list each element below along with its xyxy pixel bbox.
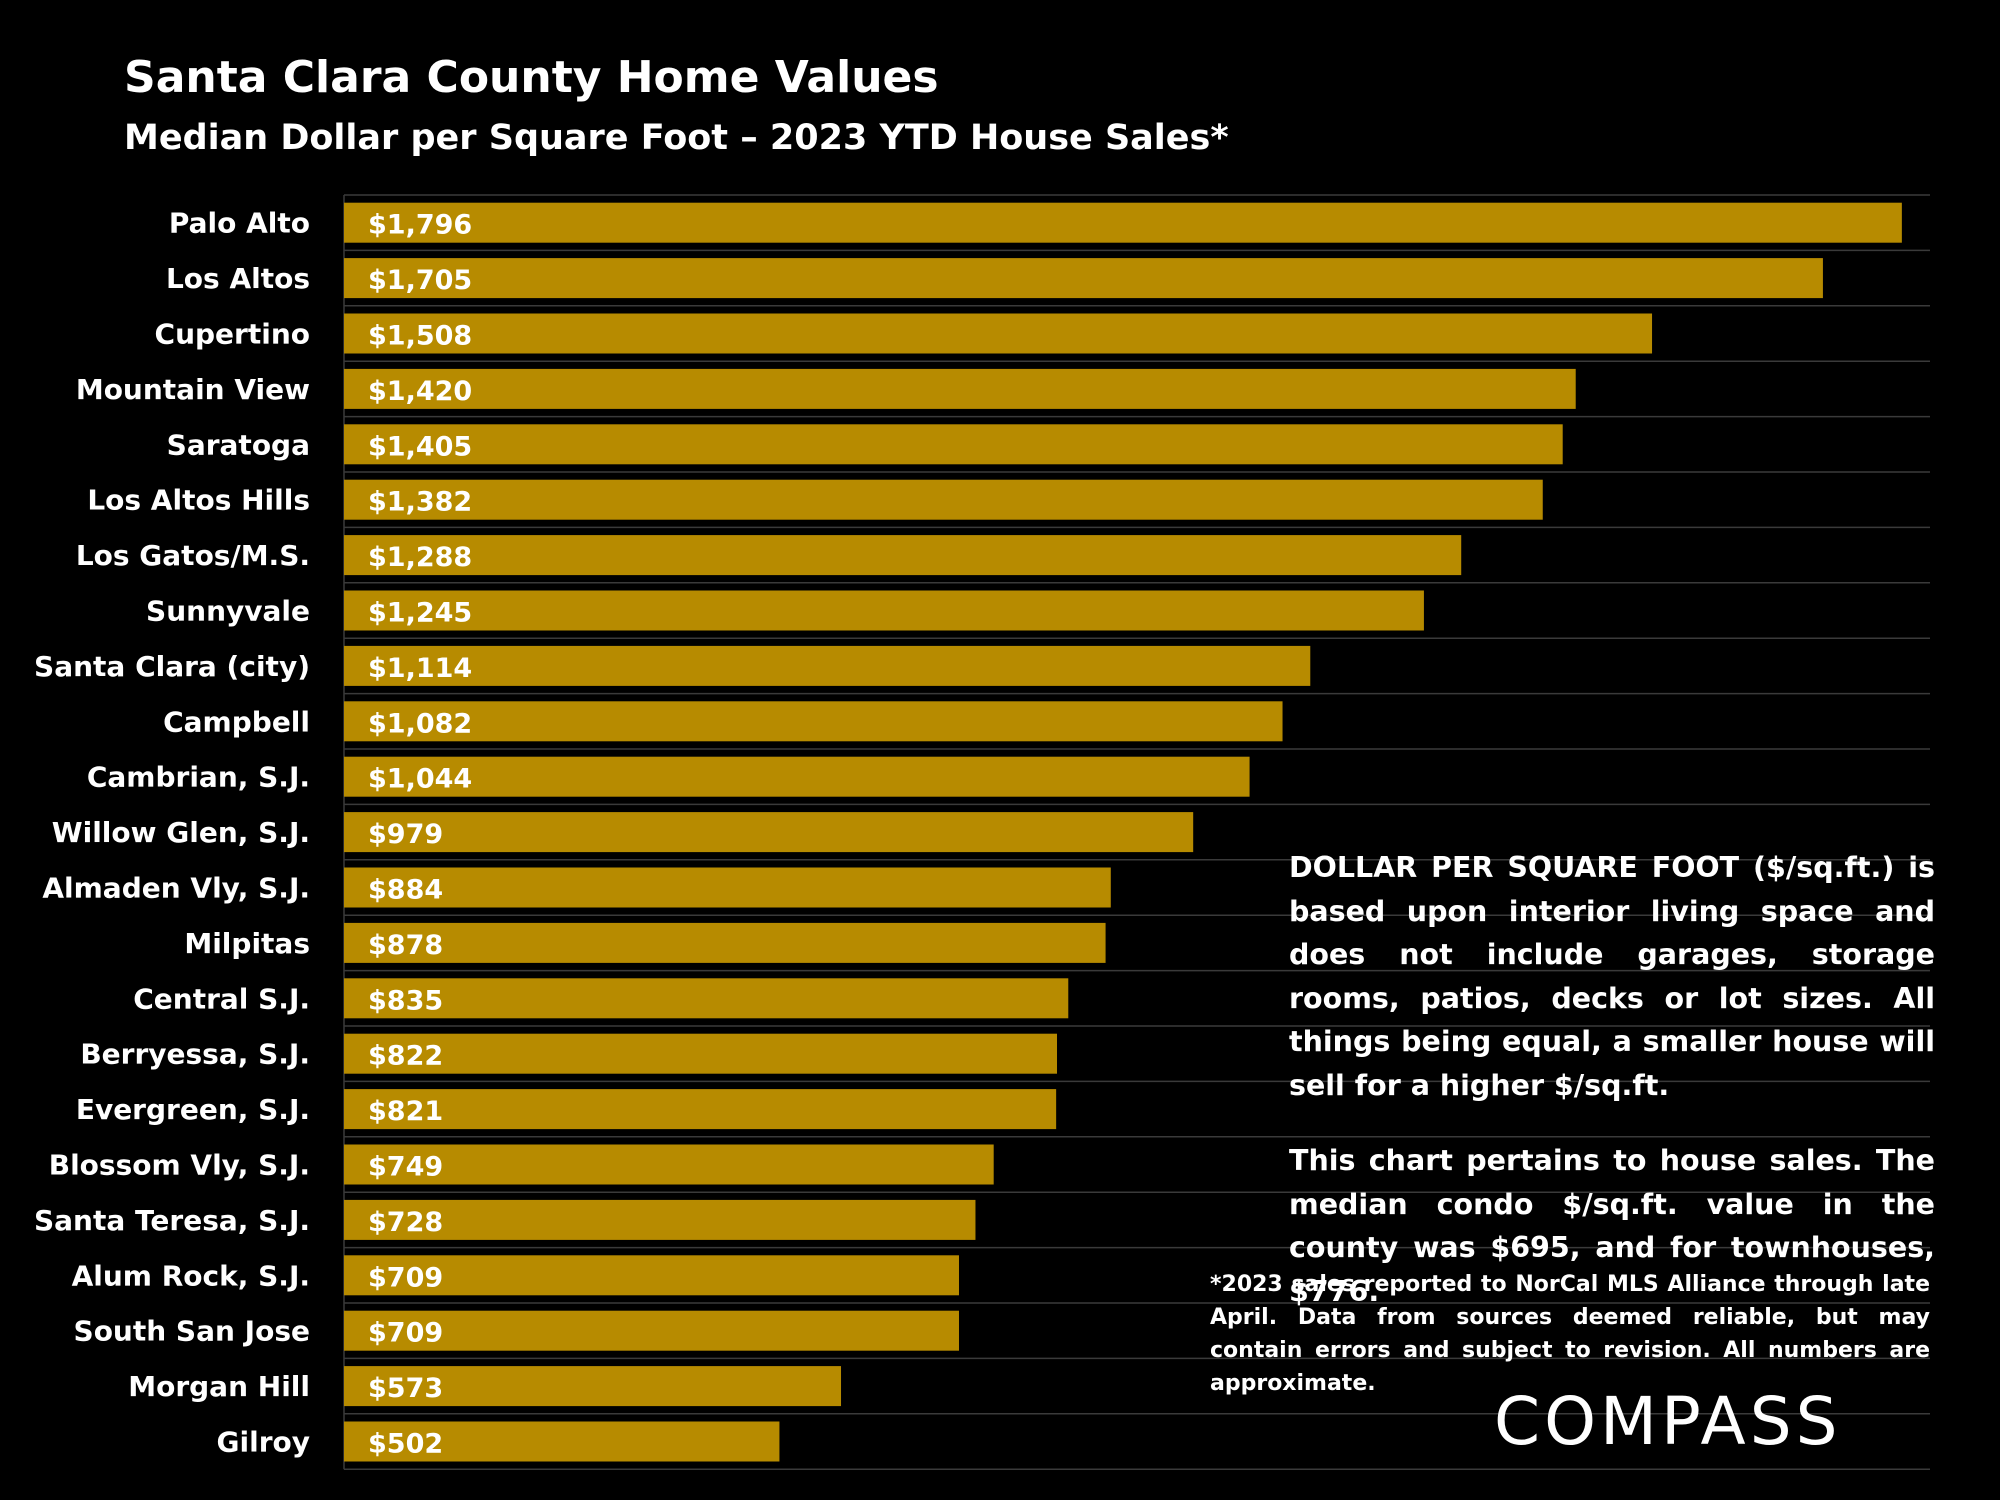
value-label: $1,420 — [368, 376, 472, 407]
bar — [344, 590, 1424, 631]
category-label: Blossom Vly, S.J. — [49, 1149, 310, 1182]
value-label: $1,508 — [368, 321, 472, 352]
explanation-paragraph-1: DOLLAR PER SQUARE FOOT ($/sq.ft.) is bas… — [1289, 851, 1935, 1102]
bar — [344, 701, 1283, 742]
category-label: Almaden Vly, S.J. — [42, 872, 310, 905]
explanation-paragraph-2: This chart pertains to house sales. The … — [1289, 1144, 1935, 1308]
explanation-note: DOLLAR PER SQUARE FOOT ($/sq.ft.) is bas… — [1289, 846, 1935, 1345]
value-label: $1,245 — [368, 598, 472, 629]
bar — [344, 978, 1069, 1019]
bar — [344, 1255, 959, 1296]
chart-subtitle: Median Dollar per Square Foot – 2023 YTD… — [124, 118, 1229, 158]
category-label: Los Altos Hills — [87, 484, 310, 517]
category-label: Los Altos — [166, 262, 310, 295]
value-label: $502 — [368, 1429, 443, 1460]
category-label: Morgan Hill — [128, 1370, 310, 1403]
value-label: $835 — [368, 985, 443, 1016]
footnote: *2023 sales reported to NorCal MLS Allia… — [1210, 1272, 1930, 1396]
category-label: Los Gatos/M.S. — [76, 539, 310, 572]
category-label: Sunnyvale — [146, 595, 310, 628]
bar — [344, 368, 1576, 409]
bar — [344, 645, 1311, 686]
value-label: $1,044 — [368, 764, 472, 795]
bar — [344, 812, 1194, 853]
category-label: Willow Glen, S.J. — [52, 816, 310, 849]
compass-logo-text: COMPASS — [1494, 1384, 1842, 1454]
category-label: Cupertino — [155, 318, 310, 351]
value-label: $878 — [368, 930, 443, 961]
bar — [344, 756, 1250, 797]
bar — [344, 479, 1543, 520]
value-label: $1,382 — [368, 487, 472, 518]
category-label: Gilroy — [217, 1426, 310, 1459]
value-label: $821 — [368, 1096, 443, 1127]
value-label: $1,288 — [368, 542, 472, 573]
bar — [344, 313, 1653, 354]
value-label: $709 — [368, 1262, 443, 1293]
compass-logo: COMPASS — [1494, 1384, 1842, 1454]
value-label: $1,114 — [368, 653, 472, 684]
category-label: Saratoga — [167, 428, 310, 461]
category-label: Palo Alto — [169, 207, 310, 240]
value-label: $749 — [368, 1152, 443, 1183]
bar — [344, 1144, 994, 1185]
bar — [344, 1366, 842, 1407]
category-label: Campbell — [163, 705, 310, 738]
value-label: $1,405 — [368, 431, 472, 462]
value-label: $1,082 — [368, 708, 472, 739]
value-label: $709 — [368, 1318, 443, 1349]
value-label: $573 — [368, 1373, 443, 1404]
category-label: Milpitas — [184, 927, 310, 960]
chart-title: Santa Clara County Home Values — [124, 52, 939, 103]
bar — [344, 1310, 959, 1351]
bar — [344, 1421, 780, 1462]
category-label: Santa Teresa, S.J. — [34, 1204, 310, 1237]
category-label: Cambrian, S.J. — [87, 761, 310, 794]
bar — [344, 867, 1111, 908]
value-label: $822 — [368, 1041, 443, 1072]
bar — [344, 1089, 1057, 1130]
bar — [344, 922, 1106, 963]
value-label: $1,796 — [368, 210, 472, 241]
category-label: Alum Rock, S.J. — [72, 1259, 310, 1292]
bar — [344, 424, 1563, 465]
category-label: Berryessa, S.J. — [80, 1038, 310, 1071]
category-label: Evergreen, S.J. — [76, 1093, 310, 1126]
value-label: $979 — [368, 819, 443, 850]
bar — [344, 1033, 1058, 1074]
category-label: Mountain View — [76, 373, 310, 406]
bar — [344, 1199, 976, 1240]
value-label: $728 — [368, 1207, 443, 1238]
bar — [344, 202, 1902, 243]
category-label: Santa Clara (city) — [34, 650, 310, 683]
category-label: Central S.J. — [133, 982, 310, 1015]
bar — [344, 258, 1823, 299]
value-label: $884 — [368, 875, 443, 906]
category-label: South San Jose — [74, 1315, 310, 1348]
value-label: $1,705 — [368, 265, 472, 296]
bar — [344, 535, 1462, 576]
